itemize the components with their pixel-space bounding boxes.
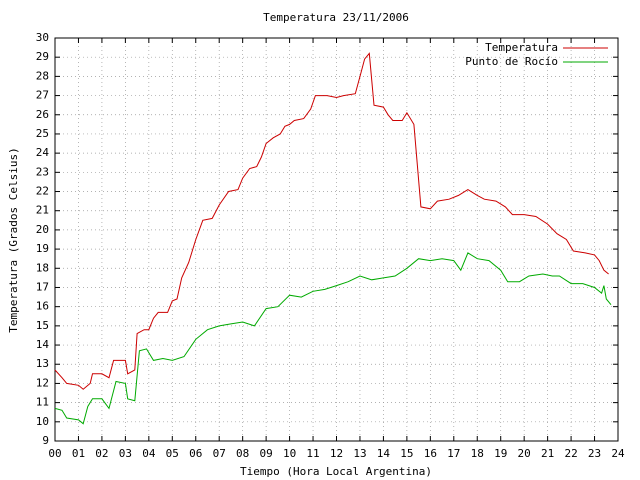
- x-tick-label: 05: [166, 447, 179, 460]
- y-tick-label: 30: [36, 31, 49, 44]
- x-tick-label: 20: [518, 447, 531, 460]
- y-tick-label: 21: [36, 204, 49, 217]
- x-tick-label: 04: [142, 447, 156, 460]
- data-line: [54, 252, 612, 425]
- y-tick-label: 20: [36, 223, 49, 236]
- y-tick-label: 22: [36, 185, 49, 198]
- x-tick-label: 08: [236, 447, 249, 460]
- x-tick-label: 07: [213, 447, 226, 460]
- y-tick-label: 16: [36, 300, 49, 313]
- y-tick-label: 10: [36, 415, 49, 428]
- y-tick-label: 12: [36, 376, 49, 389]
- y-tick-label: 17: [36, 280, 49, 293]
- y-tick-label: 29: [36, 50, 49, 63]
- plot-frame: [54, 37, 619, 442]
- x-tick-label: 10: [283, 447, 296, 460]
- x-tick-label: 14: [377, 447, 391, 460]
- y-tick-label: 13: [36, 357, 49, 370]
- x-tick-label: 09: [260, 447, 273, 460]
- chart-title: Temperatura 23/11/2006: [263, 11, 409, 24]
- y-tick-label: 26: [36, 108, 49, 121]
- y-tick-label: 23: [36, 165, 49, 178]
- x-tick-label: 03: [119, 447, 132, 460]
- x-tick-label: 15: [400, 447, 413, 460]
- x-tick-label: 17: [447, 447, 460, 460]
- data-line: [54, 52, 609, 390]
- y-tick-label: 9: [42, 434, 49, 447]
- y-tick-label: 24: [36, 146, 50, 159]
- x-tick-label: 02: [95, 447, 108, 460]
- x-tick-label: 11: [306, 447, 319, 460]
- y-tick-label: 28: [36, 69, 49, 82]
- y-axis-label: Temperatura (Grados Celsius): [7, 147, 20, 332]
- x-tick-label: 19: [494, 447, 507, 460]
- x-tick-label: 24: [611, 447, 625, 460]
- y-tick-label: 14: [36, 338, 50, 351]
- x-tick-label: 13: [353, 447, 366, 460]
- y-tick-label: 25: [36, 127, 49, 140]
- x-tick-label: 23: [588, 447, 601, 460]
- y-tick-label: 27: [36, 89, 49, 102]
- x-tick-label: 18: [471, 447, 484, 460]
- x-tick-label: 01: [72, 447, 85, 460]
- x-axis-label: Tiempo (Hora Local Argentina): [240, 465, 432, 478]
- x-tick-label: 22: [564, 447, 577, 460]
- x-tick-label: 12: [330, 447, 343, 460]
- x-tick-label: 16: [424, 447, 437, 460]
- y-tick-label: 19: [36, 242, 49, 255]
- x-tick-label: 06: [189, 447, 202, 460]
- legend-label: Temperatura: [485, 41, 558, 54]
- y-tick-label: 15: [36, 319, 49, 332]
- y-tick-label: 11: [36, 396, 49, 409]
- x-tick-label: 00: [48, 447, 61, 460]
- x-tick-label: 21: [541, 447, 554, 460]
- y-tick-label: 18: [36, 261, 49, 274]
- legend-label: Punto de Rocío: [465, 55, 558, 68]
